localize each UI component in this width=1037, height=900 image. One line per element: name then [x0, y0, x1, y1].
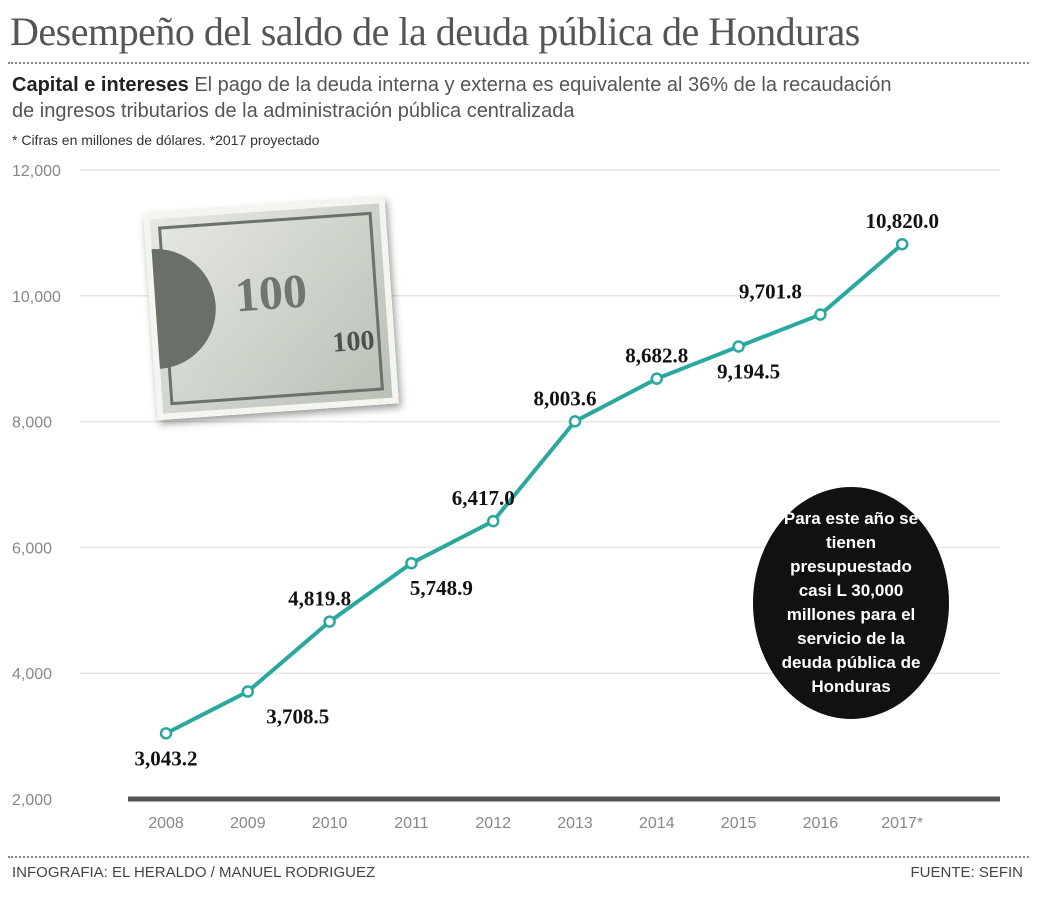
subtitle-bold: Capital e intereses [12, 74, 189, 96]
data-label: 5,748.9 [410, 576, 473, 600]
dollar-bill-image: 100 100 [143, 196, 399, 421]
data-point [814, 308, 827, 321]
subtitle: Capital e intereses El pago de la deuda … [12, 72, 912, 124]
y-tick-label: 12,000 [12, 163, 61, 180]
x-tick-label: 2009 [230, 815, 266, 832]
data-label: 4,819.8 [288, 587, 351, 611]
units-note: * Cifras en millones de dólares. *2017 p… [12, 132, 320, 148]
bill-number: 100 [233, 264, 309, 323]
data-point [650, 372, 664, 385]
data-label: 8,682.8 [625, 344, 688, 368]
x-tick-label: 2012 [475, 815, 511, 832]
footer-divider [8, 856, 1029, 858]
data-point [568, 415, 582, 428]
subtitle-text: El pago de la deuda interna y externa es… [12, 74, 892, 122]
data-point [895, 237, 909, 251]
y-tick-label: 2,000 [12, 792, 52, 809]
y-tick-label: 4,000 [12, 666, 52, 683]
data-point [159, 727, 173, 740]
x-tick-label: 2014 [639, 815, 675, 832]
data-point [732, 340, 745, 353]
y-tick-label: 8,000 [12, 415, 52, 432]
data-label: 8,003.6 [534, 386, 597, 410]
x-tick-label: 2008 [148, 815, 184, 832]
data-label: 3,708.5 [266, 705, 329, 729]
data-label: 3,043.2 [135, 746, 198, 770]
data-point [405, 556, 418, 570]
data-label: 10,820.0 [865, 209, 939, 233]
x-tick-label: 2015 [721, 815, 757, 832]
data-label: 9,194.5 [717, 359, 780, 383]
x-tick-label: 2017* [881, 815, 923, 832]
y-tick-label: 6,000 [12, 540, 52, 557]
data-label: 6,417.0 [452, 486, 515, 510]
bill-number-small: 100 [331, 324, 376, 359]
x-tick-label: 2010 [312, 815, 348, 832]
x-tick-label: 2013 [557, 815, 593, 832]
data-point [241, 685, 255, 698]
y-tick-label: 10,000 [12, 289, 61, 306]
page-title: Desempeño del saldo de la deuda pública … [10, 9, 860, 54]
callout-bubble: Para este año se tienen presupuestado ca… [753, 487, 949, 719]
x-tick-label: 2016 [803, 815, 839, 832]
data-point [486, 514, 500, 528]
source: FUENTE: SEFIN [910, 864, 1023, 881]
divider [8, 62, 1029, 64]
x-tick-label: 2011 [394, 815, 429, 832]
credit: INFOGRAFIA: EL HERALDO / MANUEL RODRIGUE… [12, 864, 376, 881]
data-point [323, 615, 336, 628]
series-line [165, 242, 904, 736]
data-label: 9,701.8 [739, 280, 802, 304]
